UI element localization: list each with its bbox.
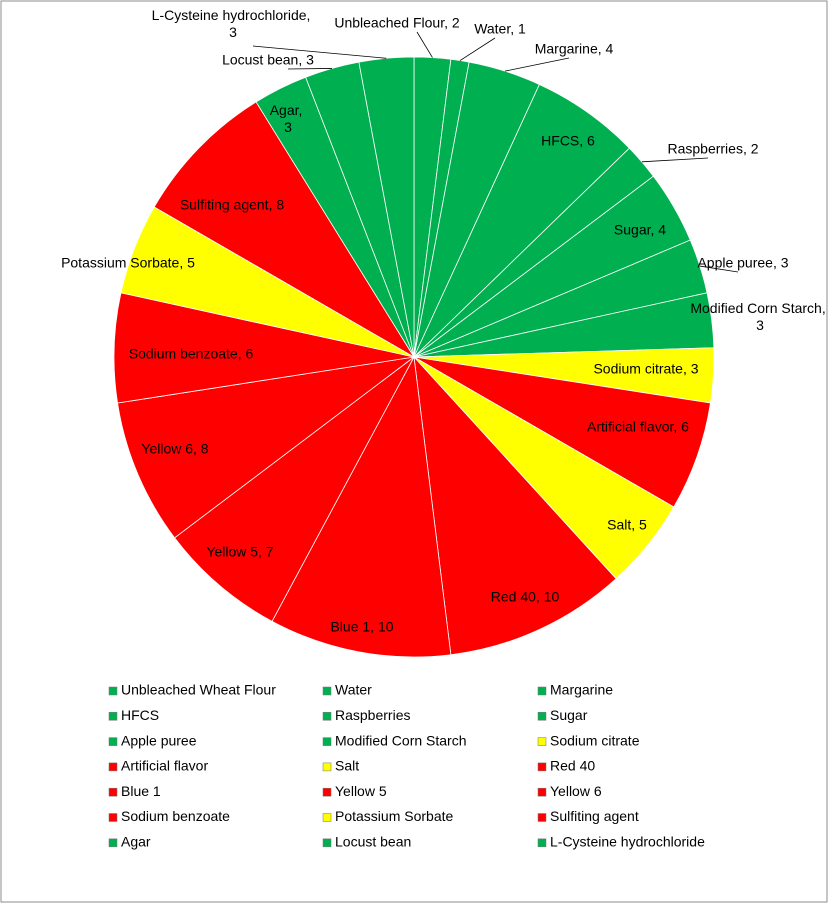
legend-swatch [537, 813, 547, 822]
data-label: Apple puree, 3 [697, 255, 788, 271]
data-label: Potassium Sorbate, 5 [61, 255, 195, 271]
legend-swatch [322, 686, 332, 696]
data-label: HFCS, 6 [541, 133, 595, 149]
legend-swatch [108, 813, 118, 822]
leader-line [252, 45, 387, 59]
data-label: Sodium benzoate, 6 [129, 346, 254, 362]
legend-swatch [537, 762, 547, 772]
data-label: Raspberries, 2 [667, 141, 758, 157]
leader-line [504, 57, 570, 72]
legend-label: Sodium benzoate [121, 808, 230, 824]
label-line: Modified Corn Starch, [690, 300, 829, 316]
legend-swatch [537, 838, 547, 848]
data-label: Salt, 5 [607, 517, 647, 533]
legend-swatch [537, 787, 547, 797]
legend-swatch [537, 737, 547, 746]
legend-swatch [108, 712, 118, 721]
label-line: L-Cysteine hydrochloride, [152, 7, 315, 23]
legend-label: Unbleached Wheat Flour [121, 682, 276, 698]
legend-label: Modified Corn Starch [335, 732, 467, 748]
leader-line [699, 265, 739, 273]
data-label: Artificial flavor, 6 [587, 419, 689, 435]
legend-label: Raspberries [335, 707, 410, 723]
legend-label: Locust bean [335, 834, 411, 850]
legend-label: Yellow 6 [550, 783, 602, 799]
legend-swatch [108, 737, 118, 746]
legend-label: Sulfiting agent [550, 808, 639, 824]
legend-label: HFCS [121, 707, 159, 723]
legend-swatch [537, 712, 547, 721]
legend-label: Blue 1 [121, 783, 161, 799]
legend-label: Apple puree [121, 732, 197, 748]
legend-swatch [108, 838, 118, 848]
pie-slice [174, 356, 415, 622]
label-line: 3 [756, 317, 764, 333]
legend-label: Potassium Sorbate [335, 808, 453, 824]
data-label: Sulfiting agent, 8 [180, 197, 285, 213]
pie-slice [413, 355, 617, 656]
data-label: Locust bean, 3 [222, 52, 314, 68]
leader-line [641, 157, 709, 163]
legend-swatch [322, 762, 332, 772]
legend-label: Water [335, 682, 372, 698]
data-label: Modified Corn Starch, 3 [690, 300, 829, 333]
data-label: Water, 1 [474, 21, 526, 37]
legend-label: Sodium citrate [550, 732, 640, 748]
pie-slice [271, 355, 452, 658]
data-label: Sodium citrate, 3 [593, 361, 698, 377]
legend-swatch [108, 787, 118, 797]
data-label: Unbleached Flour, 2 [334, 15, 460, 31]
data-label: Blue 1, 10 [330, 619, 393, 635]
data-label: Sugar, 4 [614, 222, 666, 238]
pie-slice [117, 356, 415, 539]
legend-label: Red 40 [550, 758, 595, 774]
legend-label: Salt [335, 758, 359, 774]
label-line: 3 [284, 119, 292, 135]
legend-swatch [322, 838, 332, 848]
data-label: L-Cysteine hydrochloride, 3 [152, 7, 315, 40]
legend-label: Agar [121, 834, 151, 850]
legend-label: Artificial flavor [121, 758, 208, 774]
label-line: 3 [229, 24, 237, 40]
legend-label: Sugar [550, 707, 588, 723]
legend-swatch [108, 686, 118, 696]
data-label: Margarine, 4 [535, 41, 614, 57]
legend-label: Yellow 5 [335, 783, 387, 799]
legend-swatch [322, 712, 332, 721]
pie-slice [153, 101, 415, 358]
data-label: Agar, 3 [270, 102, 307, 135]
legend-swatch [322, 737, 332, 746]
legend-swatch [322, 787, 332, 797]
leader-line [416, 31, 433, 58]
legend-label: L-Cysteine hydrochloride [550, 834, 705, 850]
legend-swatch [108, 762, 118, 772]
leader-line [459, 37, 496, 61]
data-label: Red 40, 10 [491, 589, 560, 605]
label-line: Agar, [270, 102, 307, 118]
legend-label: Margarine [550, 682, 613, 698]
legend-swatch [322, 813, 332, 822]
data-label: Yellow 5, 7 [206, 544, 273, 560]
legend-swatch [537, 686, 547, 696]
data-label: Yellow 6, 8 [141, 441, 208, 457]
leader-line [287, 68, 332, 70]
